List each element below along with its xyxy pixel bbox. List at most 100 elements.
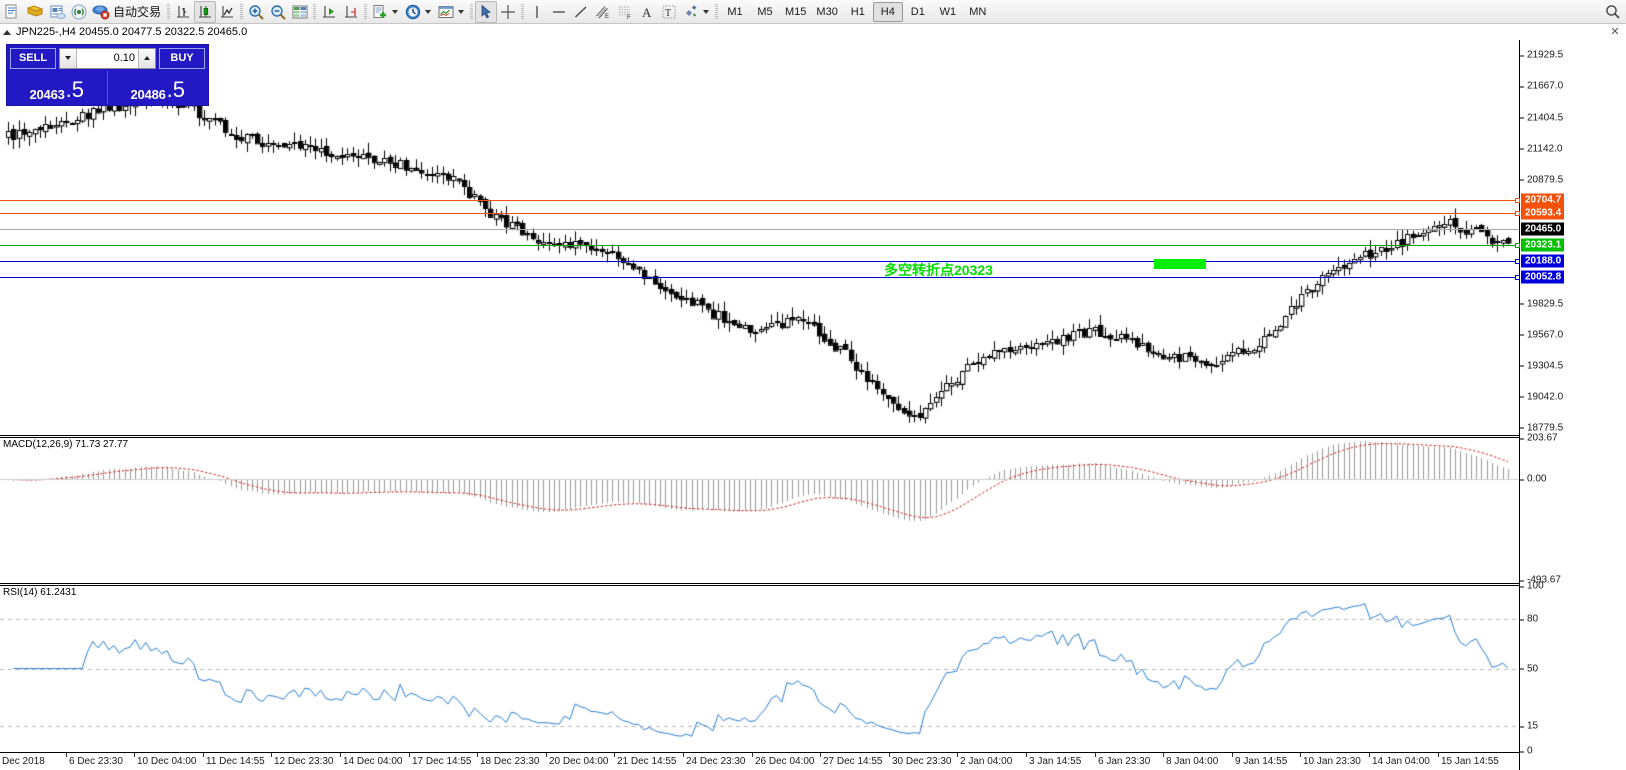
level-line-handle[interactable] <box>1515 198 1520 204</box>
time-label: 14 Dec 04:00 <box>343 756 403 767</box>
timeframe-m15[interactable]: M15 <box>785 5 807 18</box>
rsi-pane-divider[interactable] <box>0 583 1626 586</box>
timeframe-mn[interactable]: MN <box>969 5 987 18</box>
timeframe-m5[interactable]: M5 <box>757 5 773 18</box>
one-click-trading-panel[interactable]: SELL 0.10 BUY 20463 .5 20486 .5 <box>6 44 209 106</box>
time-label: 21 Dec 14:55 <box>617 756 677 767</box>
equidistant-channel-icon[interactable]: E <box>592 1 614 23</box>
trendline-icon[interactable] <box>570 1 592 23</box>
chart-canvas[interactable] <box>0 24 1626 770</box>
algo-trading-label[interactable]: 自动交易 <box>113 4 162 19</box>
price-tag[interactable]: 20465.0 <box>1521 222 1565 236</box>
fibonacci-icon[interactable]: F <box>614 1 636 23</box>
time-label: 6 Dec 23:30 <box>69 756 123 767</box>
price-tick: 21142.0 <box>1520 143 1562 154</box>
horizontal-level-line[interactable] <box>0 228 1519 230</box>
buy-price-dec: .5 <box>166 77 185 102</box>
horizontal-level-line[interactable] <box>0 198 1520 204</box>
data-folder-icon[interactable] <box>24 1 46 23</box>
level-line-handle[interactable] <box>1515 243 1520 249</box>
buy-price[interactable]: 20486 .5 <box>108 71 209 104</box>
time-tick <box>66 753 67 757</box>
time-label: 3 Jan 14:55 <box>1029 756 1082 767</box>
volume-stepper[interactable]: 0.10 <box>59 47 156 69</box>
level-line-handle[interactable] <box>1515 275 1520 281</box>
vertical-line-icon[interactable] <box>526 1 548 23</box>
buy-button[interactable]: BUY <box>159 47 205 69</box>
price-tick: 19829.5 <box>1520 298 1563 309</box>
auto-scroll-icon[interactable] <box>318 1 340 23</box>
price-tag[interactable]: 20188.0 <box>1521 254 1565 268</box>
level-line-handle[interactable] <box>1515 211 1520 217</box>
time-label: 12 Dec 23:30 <box>274 756 334 767</box>
time-tick <box>957 753 958 757</box>
toolbar-separator <box>238 3 245 21</box>
zoom-out-icon[interactable] <box>267 1 289 23</box>
data-window-icon[interactable] <box>289 1 311 23</box>
period-dropdown-caret[interactable] <box>425 9 432 14</box>
volume-decrease-button[interactable] <box>60 48 77 68</box>
horizontal-line-icon[interactable] <box>548 1 570 23</box>
crosshair-icon[interactable] <box>497 1 519 23</box>
timeframe-m1[interactable]: M1 <box>727 5 743 18</box>
time-tick <box>683 753 684 757</box>
time-label: 2 Jan 04:00 <box>960 756 1013 767</box>
volume-value[interactable]: 0.10 <box>77 48 138 68</box>
period-icon[interactable] <box>402 1 424 23</box>
svg-text:E: E <box>605 14 609 20</box>
volume-increase-button[interactable] <box>138 48 155 68</box>
time-tick <box>203 753 204 757</box>
signals-icon[interactable] <box>68 1 90 23</box>
new-order-icon[interactable] <box>2 1 24 23</box>
time-tick <box>1163 753 1164 757</box>
candlestick-chart-icon[interactable] <box>194 0 217 23</box>
price-tag[interactable]: 20593.4 <box>1521 206 1565 220</box>
text-label-icon[interactable]: T <box>658 1 680 23</box>
timeframe-h4[interactable]: H4 <box>872 1 903 22</box>
time-label: 11 Dec 14:55 <box>206 756 265 767</box>
price-tag[interactable]: 20052.8 <box>1521 270 1565 284</box>
news-icon[interactable] <box>46 1 68 23</box>
zoom-in-icon[interactable] <box>245 1 267 23</box>
toolbar-separator <box>519 3 526 21</box>
indicators-dropdown-caret[interactable] <box>392 9 399 14</box>
timeframe-m30[interactable]: M30 <box>816 5 838 18</box>
cursor-icon[interactable] <box>475 0 498 23</box>
indicators-icon[interactable] <box>369 1 391 23</box>
templates-icon[interactable] <box>435 1 457 23</box>
chart-annotation-text[interactable]: 多空转折点20323 <box>884 262 993 278</box>
horizontal-level-line[interactable] <box>0 275 1520 281</box>
algo-trading-icon[interactable] <box>90 1 112 23</box>
price-tag[interactable]: 20323.1 <box>1521 238 1565 252</box>
horizontal-level-line[interactable] <box>0 243 1520 249</box>
macd-pane-divider[interactable] <box>0 435 1626 438</box>
time-tick <box>134 753 135 757</box>
level-line-handle[interactable] <box>1515 259 1520 265</box>
rsi-scale-tick: 50 <box>1520 663 1538 674</box>
templates-dropdown-caret[interactable] <box>458 9 465 14</box>
search-icon[interactable] <box>1602 1 1624 23</box>
price-scale[interactable]: 21929.5 21667.0 21404.5 21142.0 20879.5 19829… <box>1519 40 1626 770</box>
objects-dropdown-caret[interactable] <box>703 9 710 14</box>
macd-indicator-label[interactable]: MACD(12,26,9) 71.73 27.77 <box>3 439 129 450</box>
horizontal-level-line[interactable] <box>0 211 1520 217</box>
chart-shift-icon[interactable] <box>340 1 362 23</box>
timeframe-d1[interactable]: D1 <box>910 5 925 18</box>
timeframe-w1[interactable]: W1 <box>939 5 957 18</box>
rsi-indicator-label[interactable]: RSI(14) 61.2431 <box>3 587 77 598</box>
time-label: 24 Dec 23:30 <box>686 756 746 767</box>
sell-button[interactable]: SELL <box>10 47 56 69</box>
text-icon[interactable]: A <box>636 1 658 23</box>
bar-chart-icon[interactable] <box>172 1 194 23</box>
green-rectangle-object[interactable] <box>1154 259 1206 269</box>
price-tag[interactable]: 20704.7 <box>1521 193 1565 207</box>
sell-price[interactable]: 20463 .5 <box>7 71 108 104</box>
objects-icon[interactable] <box>680 1 702 23</box>
time-label: 20 Dec 04:00 <box>549 756 609 767</box>
line-chart-icon[interactable] <box>216 1 238 23</box>
time-label: 18 Dec 23:30 <box>480 756 540 767</box>
horizontal-level-line[interactable] <box>0 259 1520 265</box>
time-label: 17 Dec 14:55 <box>412 756 472 767</box>
timeframe-h1[interactable]: H1 <box>850 5 865 18</box>
time-scale[interactable]: Dec 2018 6 Dec 23:30 10 Dec 04:00 11 Dec 14… <box>0 752 1519 770</box>
